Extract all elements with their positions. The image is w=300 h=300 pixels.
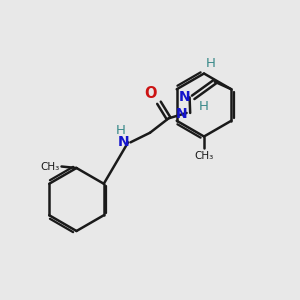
Text: N: N <box>179 90 191 104</box>
Text: H: H <box>206 57 216 70</box>
Text: N: N <box>118 135 129 149</box>
Text: CH₃: CH₃ <box>194 151 214 161</box>
Text: H: H <box>199 100 209 113</box>
Text: CH₃: CH₃ <box>41 161 60 172</box>
Text: N: N <box>176 106 188 121</box>
Text: O: O <box>144 86 157 101</box>
Text: H: H <box>116 124 126 137</box>
